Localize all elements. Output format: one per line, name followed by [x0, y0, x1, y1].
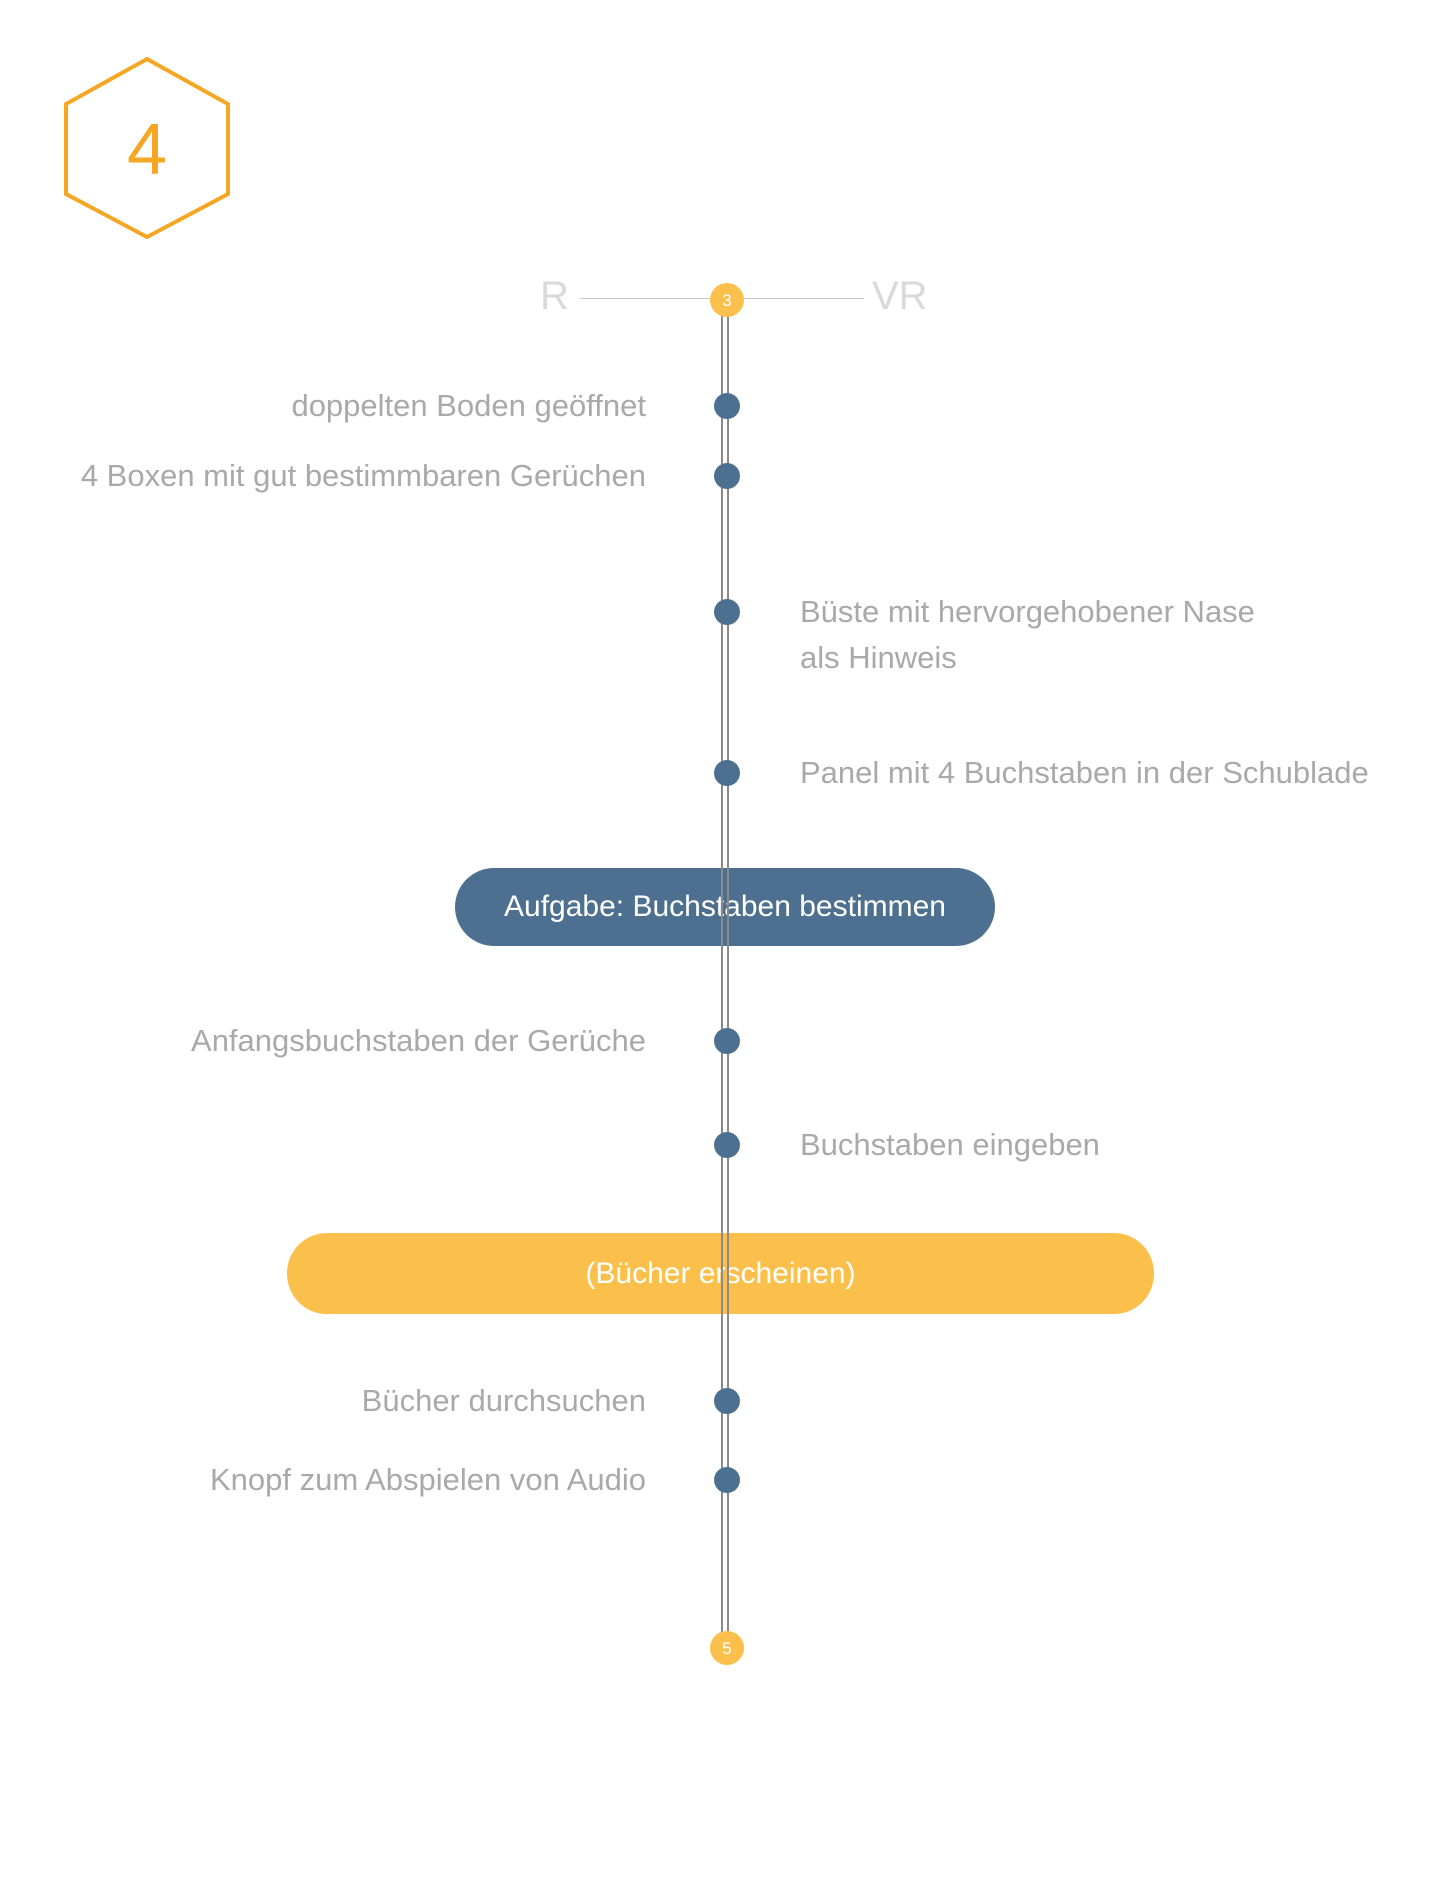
event-label: Büste mit hervorgehobener Nase: [800, 594, 1255, 629]
axis-line-left: [580, 298, 710, 299]
task-pill: Aufgabe: Buchstaben bestimmen: [455, 868, 995, 946]
event-label: Knopf zum Abspielen von Audio: [209, 1462, 646, 1497]
axis-line-right: [744, 298, 864, 299]
event-label: doppelten Boden geöffnet: [291, 388, 646, 423]
timeline-node: [714, 1388, 740, 1414]
timeline-line-left: [721, 300, 723, 1650]
outcome-pill: (Bücher erscheinen): [287, 1233, 1154, 1314]
station-end: 5: [710, 1631, 744, 1665]
step-hexagon-badge: 4: [64, 56, 230, 240]
timeline-node: [714, 393, 740, 419]
axis-label-reality: R: [540, 274, 569, 318]
timeline-node: [714, 1467, 740, 1493]
axis-label-virtual-reality: VR: [872, 274, 928, 318]
timeline-node: [714, 1132, 740, 1158]
event-label: Panel mit 4 Buchstaben in der Schublade: [800, 755, 1369, 790]
event-label-continued: als Hinweis: [800, 640, 957, 675]
event-label: Bücher durchsuchen: [361, 1383, 646, 1418]
event-label: Buchstaben eingeben: [800, 1127, 1100, 1162]
station-start: 3: [710, 283, 744, 317]
step-number: 4: [127, 110, 167, 190]
event-label: 4 Boxen mit gut bestimmbaren Gerüchen: [80, 458, 646, 493]
task-pill-label: Aufgabe: Buchstaben bestimmen: [504, 890, 946, 923]
timeline-node: [714, 760, 740, 786]
timeline-node: [714, 1028, 740, 1054]
hexagon-icon: [64, 56, 230, 240]
timeline-node: [714, 599, 740, 625]
event-label: Anfangsbuchstaben der Gerüche: [191, 1023, 646, 1058]
timeline-line-right: [727, 300, 729, 1650]
outcome-pill-label: (Bücher erscheinen): [585, 1256, 856, 1290]
timeline-node: [714, 463, 740, 489]
